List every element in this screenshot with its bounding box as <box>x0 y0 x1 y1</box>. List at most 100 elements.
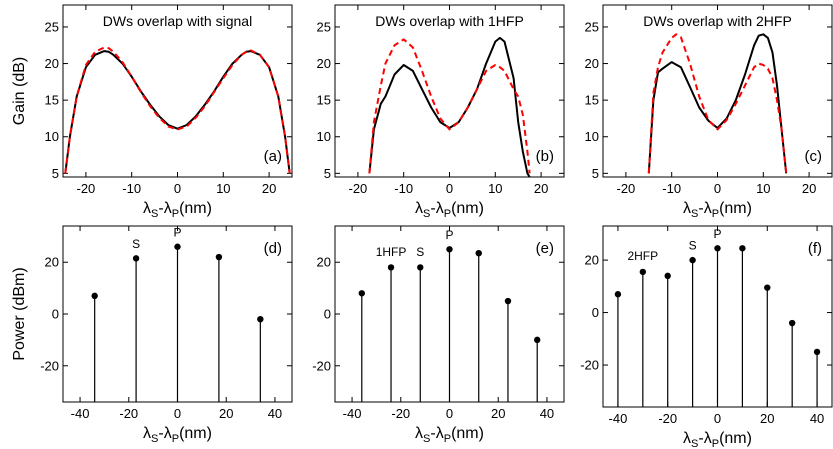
x-tick-label: 20 <box>491 406 505 421</box>
y-tick-label: 0 <box>324 307 331 322</box>
stem-marker <box>639 268 647 276</box>
plot-area <box>64 46 291 174</box>
annotation-label: 1HFP <box>376 245 407 259</box>
stem-marker <box>764 284 771 291</box>
stem-marker <box>446 246 453 253</box>
axes-frame <box>334 4 565 178</box>
x-tick-label: 20 <box>262 181 276 196</box>
plot-area <box>368 36 531 177</box>
y-tick-label: 20 <box>317 56 331 71</box>
annotation-label: 2HFP <box>627 249 658 263</box>
panel-label: (c) <box>805 148 823 165</box>
stem-marker <box>387 264 395 271</box>
annotation-label: P <box>713 227 721 241</box>
annotation-label: S <box>132 237 140 251</box>
y-tick-label: 20 <box>45 255 59 270</box>
x-tick-label: -20 <box>658 411 677 426</box>
panel-label: (b) <box>536 148 554 165</box>
x-tick-label: 10 <box>488 181 502 196</box>
x-tick-label: -40 <box>343 406 362 421</box>
stem-marker <box>174 243 181 250</box>
x-tick-label: 0 <box>446 406 453 421</box>
y-tick-label: 0 <box>52 307 59 322</box>
x-tick-label: -20 <box>77 181 96 196</box>
y-axis-label: Power (dBm) <box>11 267 28 360</box>
stem-marker <box>788 319 796 327</box>
x-tick-label: -10 <box>662 181 681 196</box>
stem-marker <box>215 253 223 261</box>
series-line-solid <box>64 50 291 174</box>
panel-label: (a) <box>264 148 282 165</box>
y-tick-label: 15 <box>45 93 59 108</box>
x-axis-label: λS-λP(nm) <box>683 430 752 449</box>
x-tick-label: 0 <box>174 406 181 421</box>
y-tick-label: -20 <box>40 358 59 373</box>
panel-a: -20 -10 0 10 20 5 10 15 20 25 λS-λP(nm) Gain (dB) DW… <box>11 4 293 220</box>
stem-marker <box>813 348 821 356</box>
axes-frame <box>602 4 833 178</box>
x-tick-label: 40 <box>268 406 282 421</box>
x-tick-label: -10 <box>394 181 413 196</box>
panel-c: -20 -10 0 10 20 5 10 15 20 25 λS-λP(nm) DWs overlap… <box>585 4 833 220</box>
panel-f: -40 -20 0 20 40 -20 0 20 λS-λP(nm) (f) 2HFP S P <box>580 225 833 449</box>
y-tick-label: 10 <box>585 129 599 144</box>
x-tick-label: -20 <box>617 181 636 196</box>
x-tick-label: 20 <box>802 181 816 196</box>
stem-marker <box>534 336 541 344</box>
panel-title: DWs overlap with signal <box>103 13 252 29</box>
x-tick-label: -20 <box>349 181 368 196</box>
y-tick-label: 5 <box>592 166 599 181</box>
x-tick-label: 20 <box>219 406 233 421</box>
x-axis-label: λS-λP(nm) <box>415 425 484 445</box>
y-axis-label: Gain (dB) <box>11 57 28 125</box>
x-tick-label: -10 <box>122 181 141 196</box>
y-tick-label: 20 <box>585 253 599 268</box>
stem-marker <box>358 290 365 297</box>
x-axis-label: λS-λP(nm) <box>143 425 212 445</box>
x-tick-label: 10 <box>216 181 230 196</box>
y-tick-label: 25 <box>45 19 59 34</box>
x-tick-label: 20 <box>534 181 548 196</box>
stem-marker <box>664 272 671 280</box>
stem-marker <box>132 255 140 262</box>
series-line-solid <box>368 36 531 177</box>
stem-marker <box>91 292 98 300</box>
y-tick-label: 15 <box>585 93 599 108</box>
series-line-dashed <box>647 33 788 174</box>
x-tick-label: -20 <box>391 406 410 421</box>
x-tick-label: 40 <box>540 406 554 421</box>
panel-label: (e) <box>536 240 554 257</box>
panel-b: -20 -10 0 10 20 5 10 15 20 25 λS-λP(nm) DWs overlap… <box>317 4 565 220</box>
y-tick-label: 25 <box>317 19 331 34</box>
stem-marker <box>714 245 721 252</box>
x-tick-label: 0 <box>446 181 453 196</box>
x-axis-label: λS-λP(nm) <box>415 200 484 220</box>
stem-marker <box>614 291 622 298</box>
x-tick-label: 40 <box>810 411 824 426</box>
y-tick-label: 0 <box>592 305 599 320</box>
panel-title: DWs overlap with 2HFP <box>643 13 792 29</box>
y-tick-label: -20 <box>580 358 599 373</box>
stem-marker <box>475 249 482 257</box>
y-tick-label: 15 <box>317 93 331 108</box>
y-tick-label: 5 <box>52 166 59 181</box>
annotation-label: P <box>445 228 453 242</box>
x-tick-label: -40 <box>71 406 90 421</box>
stem-marker <box>504 297 512 305</box>
x-tick-label: 0 <box>714 411 721 426</box>
stem-marker <box>257 315 264 323</box>
y-tick-label: 20 <box>585 56 599 71</box>
panel-d: -40 -20 0 20 40 -20 0 20 λS-λP(nm) Power (dBm) (d)… <box>11 225 293 445</box>
annotation-label: S <box>689 239 697 253</box>
stem-marker <box>417 264 424 271</box>
y-tick-label: 20 <box>317 255 331 270</box>
plot-area <box>647 33 788 174</box>
annotation-label: P <box>173 225 181 239</box>
y-tick-label: 10 <box>45 129 59 144</box>
x-tick-label: 20 <box>760 411 774 426</box>
series-line-solid <box>647 33 788 174</box>
y-tick-label: 10 <box>317 129 331 144</box>
stem-marker <box>689 256 696 264</box>
x-tick-label: -20 <box>119 406 138 421</box>
